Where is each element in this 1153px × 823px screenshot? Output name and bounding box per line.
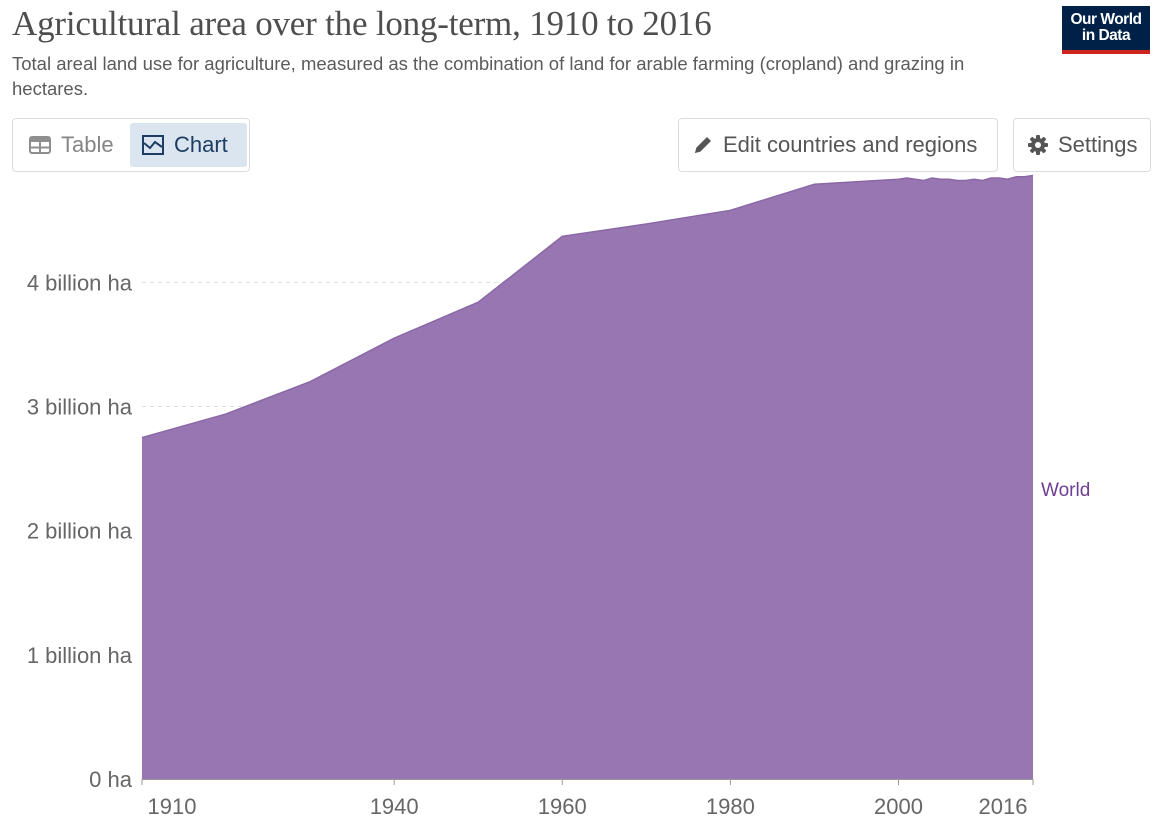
chart-subtitle: Total areal land use for agriculture, me… bbox=[12, 53, 965, 99]
tab-table[interactable]: Table bbox=[17, 123, 131, 167]
logo-line-2: in Data bbox=[1081, 27, 1131, 44]
y-tick-label: 3 billion ha bbox=[27, 395, 133, 420]
gear-icon bbox=[1028, 135, 1048, 155]
area-series bbox=[141, 174, 1034, 780]
y-tick-label: 0 ha bbox=[89, 767, 133, 792]
x-tick-label: 1940 bbox=[370, 794, 419, 819]
x-tick-label: 1980 bbox=[706, 794, 755, 819]
settings-label: Settings bbox=[1058, 132, 1138, 157]
x-tick-label: 1960 bbox=[538, 794, 587, 819]
settings-button[interactable]: Settings bbox=[1013, 118, 1151, 172]
y-tick-label: 1 billion ha bbox=[27, 643, 133, 668]
pencil-icon bbox=[695, 137, 711, 153]
logo-line-1: Our World bbox=[1070, 11, 1143, 28]
tab-chart-label: Chart bbox=[174, 132, 228, 157]
area-world[interactable] bbox=[142, 175, 1033, 780]
x-tick-label: 2000 bbox=[874, 794, 923, 819]
tab-table-label: Table bbox=[61, 132, 114, 157]
owid-logo[interactable]: Our World in Data bbox=[1062, 6, 1150, 54]
tab-chart[interactable]: Chart bbox=[130, 123, 247, 167]
chart-title: Agricultural area over the long-term, 19… bbox=[12, 4, 712, 43]
x-tick-label: 2016 bbox=[979, 794, 1028, 819]
y-tick-label: 4 billion ha bbox=[27, 270, 133, 295]
line-world bbox=[141, 174, 1034, 439]
table-icon bbox=[29, 136, 51, 154]
chart-icon bbox=[142, 135, 164, 155]
view-tabs: Table Chart bbox=[12, 118, 250, 172]
edit-countries-button[interactable]: Edit countries and regions bbox=[678, 118, 998, 172]
edit-countries-label: Edit countries and regions bbox=[723, 132, 978, 157]
y-tick-label: 2 billion ha bbox=[27, 519, 133, 544]
axes bbox=[141, 779, 1034, 785]
series-label-world[interactable]: World bbox=[1041, 480, 1090, 501]
x-tick-label: 1910 bbox=[148, 794, 197, 819]
labels: 0 ha 1 billion ha 2 billion ha 3 billion ha… bbox=[27, 270, 1090, 819]
